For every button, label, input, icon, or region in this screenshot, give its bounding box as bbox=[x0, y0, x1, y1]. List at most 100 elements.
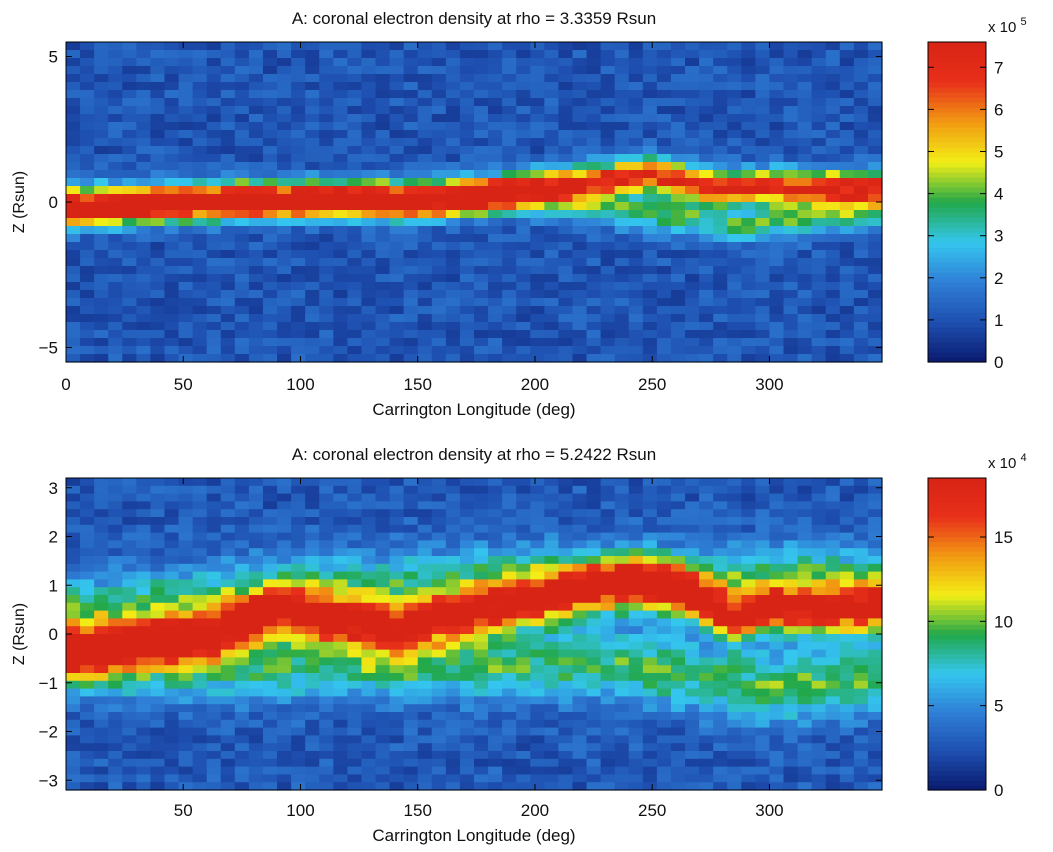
heatmap-cell bbox=[628, 90, 644, 99]
heatmap-cell bbox=[248, 727, 264, 736]
colorbar-tick-label: 6 bbox=[994, 100, 1003, 119]
heatmap-cell bbox=[783, 66, 799, 75]
heatmap-cell bbox=[431, 556, 447, 565]
heatmap-cell bbox=[769, 218, 785, 227]
heatmap-cell bbox=[417, 712, 433, 721]
heatmap-cell bbox=[586, 82, 602, 91]
heatmap-cell bbox=[178, 138, 194, 147]
heatmap-cell bbox=[558, 524, 574, 534]
heatmap-cell bbox=[277, 210, 292, 219]
heatmap-cell bbox=[614, 602, 630, 612]
heatmap-cell bbox=[516, 743, 531, 752]
heatmap-cell bbox=[94, 758, 109, 768]
heatmap-cell bbox=[642, 170, 658, 179]
heatmap-cell bbox=[375, 673, 391, 682]
heatmap-cell bbox=[769, 50, 785, 59]
heatmap-cell bbox=[80, 696, 95, 705]
heatmap-cell bbox=[614, 610, 630, 619]
heatmap-cell bbox=[685, 688, 700, 697]
heatmap-cell bbox=[839, 657, 855, 666]
heatmap-cell bbox=[670, 90, 686, 99]
heatmap-cell bbox=[656, 680, 672, 690]
heatmap-cell bbox=[656, 517, 672, 526]
heatmap-cell bbox=[277, 563, 292, 573]
heatmap-cell bbox=[305, 478, 320, 487]
heatmap-cell bbox=[474, 579, 489, 588]
heatmap-cell bbox=[544, 766, 560, 775]
heatmap-cell bbox=[488, 602, 503, 612]
heatmap-cell bbox=[839, 696, 855, 705]
heatmap-cell bbox=[94, 146, 109, 155]
heatmap-cell bbox=[825, 162, 841, 171]
heatmap-cell bbox=[797, 146, 813, 155]
heatmap-cell bbox=[445, 122, 461, 131]
heatmap-cell bbox=[459, 719, 475, 729]
heatmap-cell bbox=[333, 322, 348, 331]
heatmap-cell bbox=[586, 524, 602, 534]
heatmap-cell bbox=[685, 758, 700, 768]
heatmap-cell bbox=[234, 595, 250, 604]
heatmap-cell bbox=[445, 242, 461, 251]
heatmap-cell bbox=[727, 130, 742, 139]
heatmap-cell bbox=[445, 314, 461, 323]
heatmap-cell bbox=[459, 122, 475, 131]
heatmap-cell bbox=[670, 532, 686, 541]
heatmap-cell bbox=[319, 90, 334, 99]
heatmap-cell bbox=[94, 226, 109, 235]
heatmap-cell bbox=[811, 354, 827, 363]
heatmap-cell bbox=[277, 719, 292, 729]
heatmap-cell bbox=[136, 258, 152, 267]
heatmap-cell bbox=[755, 42, 771, 51]
heatmap-cell bbox=[150, 509, 166, 518]
heatmap-cell bbox=[656, 298, 672, 307]
heatmap-cell bbox=[572, 485, 588, 495]
heatmap-cell bbox=[699, 587, 714, 596]
heatmap-cell bbox=[262, 517, 278, 526]
heatmap-cell bbox=[811, 58, 827, 67]
heatmap-cell bbox=[417, 649, 433, 658]
heatmap-cell bbox=[713, 540, 728, 549]
heatmap-cell bbox=[291, 587, 306, 596]
heatmap-cell bbox=[628, 680, 644, 690]
heatmap-cell bbox=[347, 478, 363, 487]
heatmap-cell bbox=[347, 274, 363, 283]
colorbar-segment bbox=[928, 565, 986, 572]
heatmap-cell bbox=[333, 250, 348, 259]
heatmap-cell bbox=[586, 338, 602, 347]
heatmap-cell bbox=[516, 665, 531, 674]
colorbar-segment bbox=[928, 167, 986, 173]
heatmap-cell bbox=[741, 194, 756, 203]
heatmap-cell bbox=[867, 774, 883, 783]
heatmap-cell bbox=[670, 782, 686, 791]
heatmap-cell bbox=[192, 626, 208, 635]
heatmap-cell bbox=[459, 735, 475, 744]
heatmap-cell bbox=[291, 354, 306, 363]
heatmap-cell bbox=[108, 226, 123, 235]
heatmap-cell bbox=[431, 634, 447, 643]
heatmap-cell bbox=[459, 322, 475, 331]
heatmap-cell bbox=[656, 122, 672, 131]
heatmap-cell bbox=[727, 58, 742, 67]
heatmap-cell bbox=[122, 626, 137, 635]
heatmap-cell bbox=[656, 114, 672, 123]
heatmap-cell bbox=[248, 610, 264, 619]
heatmap-cell bbox=[530, 306, 545, 315]
heatmap-cell bbox=[516, 517, 531, 526]
heatmap-cell bbox=[108, 106, 123, 115]
heatmap-cell bbox=[572, 548, 588, 557]
heatmap-cell bbox=[853, 696, 869, 705]
heatmap-cell bbox=[614, 90, 630, 99]
heatmap-cell bbox=[586, 618, 602, 627]
heatmap-cell bbox=[572, 517, 588, 526]
heatmap-cell bbox=[319, 602, 334, 612]
y-tick-label: −1 bbox=[39, 674, 58, 693]
heatmap-cell bbox=[628, 178, 644, 187]
heatmap-cell bbox=[431, 727, 447, 736]
heatmap-cell bbox=[699, 202, 714, 211]
heatmap-cell bbox=[375, 242, 391, 251]
heatmap-cell bbox=[403, 485, 419, 495]
heatmap-cell bbox=[825, 98, 841, 107]
heatmap-cell bbox=[811, 146, 827, 155]
heatmap-cell bbox=[66, 712, 81, 721]
heatmap-cell bbox=[474, 704, 489, 713]
